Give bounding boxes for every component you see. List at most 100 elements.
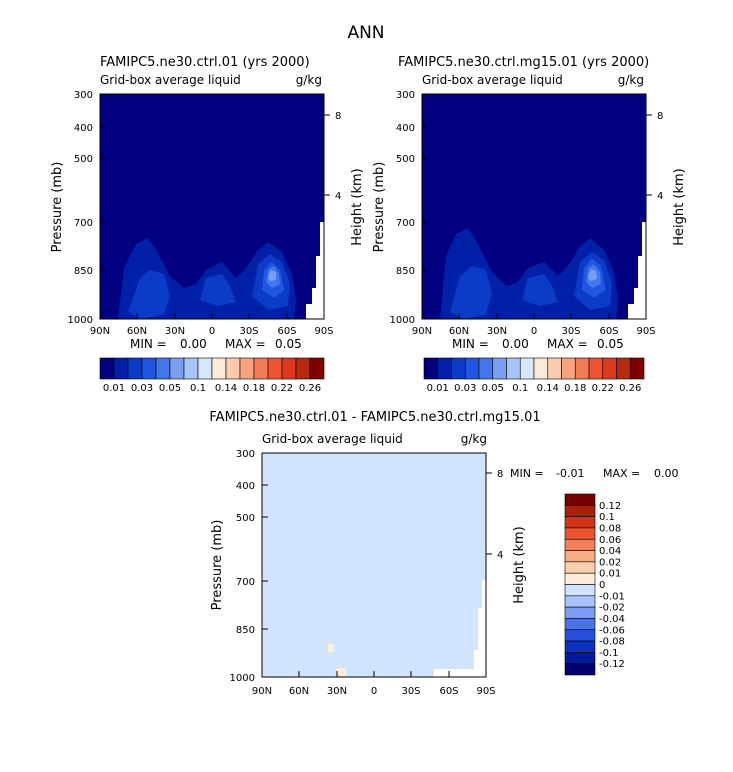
y-tick-label: 500 xyxy=(396,154,415,165)
colorbar: 0.120.10.080.060.040.020.010-0.01-0.02-0… xyxy=(564,493,625,676)
contour-level-2 xyxy=(200,274,236,306)
x-tick-label: 30S xyxy=(239,326,258,337)
colorbar-label: 0.08 xyxy=(599,523,621,534)
colorbar-label: 0.01 xyxy=(599,569,621,580)
max-value: 0.05 xyxy=(275,337,302,351)
x-ticks: 90N 60N 30N 0 30S 60S 90S xyxy=(252,671,496,697)
colorbar-label: 0.05 xyxy=(159,383,181,394)
min-label: MIN = xyxy=(452,337,489,351)
colorbar-label: -0.04 xyxy=(599,614,625,625)
colorbar-swatch xyxy=(564,606,596,619)
contour-field xyxy=(262,453,486,677)
right-ticks: 8 4 xyxy=(324,111,341,202)
min-value: -0.01 xyxy=(556,467,584,480)
x-tick-label: 0 xyxy=(371,686,377,697)
colorbar-swatch xyxy=(211,357,227,380)
max-label: MAX = xyxy=(225,337,266,351)
x-ticks: 90N 60N 30N 0 30S 60S 90S xyxy=(90,313,334,337)
panel-subtitle: Grid-box average liquid xyxy=(422,73,563,87)
contour-level-2 xyxy=(128,270,170,319)
colorbar-label: 0.22 xyxy=(271,383,293,394)
colorbar-swatch xyxy=(183,357,199,380)
colorbar-swatch xyxy=(423,357,439,380)
colorbar-label: -0.12 xyxy=(599,659,625,670)
panel-title: FAMIPC5.ne30.ctrl.01 - FAMIPC5.ne30.ctrl… xyxy=(209,410,540,425)
y-axis-label-right: Height (km) xyxy=(672,168,687,245)
y-tick-label: 1000 xyxy=(230,673,255,684)
right-tick-label: 8 xyxy=(497,469,503,480)
colorbar-swatch xyxy=(464,357,480,380)
colorbar-swatch xyxy=(506,357,521,380)
y-ticks: 300 400 500 700 850 1000 xyxy=(68,90,106,326)
positive-speck xyxy=(336,668,346,677)
x-tick-label: 90S xyxy=(314,326,333,337)
min-value: 0.00 xyxy=(180,337,207,351)
colorbar-label: 0.18 xyxy=(243,383,265,394)
missing-data-mask xyxy=(612,222,646,319)
max-value: 0.00 xyxy=(654,467,679,480)
colorbar-swatch xyxy=(155,357,171,380)
x-tick-label: 30N xyxy=(487,326,507,337)
panel-subtitle: Grid-box average liquid xyxy=(262,432,403,446)
contour-level-5 xyxy=(588,269,597,281)
y-tick-label: 400 xyxy=(74,123,93,134)
y-tick-label: 1000 xyxy=(68,315,93,326)
colorbar-swatch xyxy=(309,357,325,380)
x-tick-label: 90N xyxy=(252,686,272,697)
panel-units: g/kg xyxy=(296,73,322,87)
contour-field xyxy=(422,94,646,319)
contour-level-2 xyxy=(450,266,492,319)
y-ticks: 300 400 500 700 850 1000 xyxy=(230,449,268,684)
x-tick-label: 90N xyxy=(90,326,110,337)
colorbar-label: 0.18 xyxy=(564,383,586,394)
y-tick-label: 500 xyxy=(236,513,255,524)
x-tick-label: 0 xyxy=(209,326,215,337)
x-tick-label: 30N xyxy=(165,326,185,337)
colorbar-label: -0.02 xyxy=(599,603,625,614)
colorbar-label: 0.1 xyxy=(512,383,528,394)
colorbar: 0.01 0.03 0.05 0.1 0.14 0.18 0.22 0.26 xyxy=(423,357,645,394)
colorbar-swatch xyxy=(564,629,596,642)
colorbar-label: -0.01 xyxy=(599,591,625,602)
max-label: MAX = xyxy=(547,337,588,351)
panel-subtitle: Grid-box average liquid xyxy=(100,73,241,87)
y-axis-label: Pressure (mb) xyxy=(50,162,65,253)
missing-data-mask xyxy=(434,580,486,677)
x-tick-label: 30S xyxy=(561,326,580,337)
panel-units: g/kg xyxy=(618,73,644,87)
panel-difference: FAMIPC5.ne30.ctrl.01 - FAMIPC5.ne30.ctrl… xyxy=(209,410,678,697)
colorbar-swatch xyxy=(253,357,269,380)
y-axis-label-right: Height (km) xyxy=(512,526,527,603)
right-tick-label: 8 xyxy=(657,111,663,122)
colorbar-label: -0.06 xyxy=(599,625,625,636)
colorbar-label: -0.08 xyxy=(599,637,625,648)
colorbar-swatch xyxy=(295,357,311,380)
colorbar-label: -0.1 xyxy=(599,648,619,659)
y-tick-label: 400 xyxy=(396,123,415,134)
colorbar-swatch xyxy=(451,357,466,380)
colorbar-label: 0.12 xyxy=(599,501,621,512)
colorbar-swatch xyxy=(267,357,283,380)
colorbar-swatch xyxy=(197,357,213,380)
min-label: MIN = xyxy=(130,337,167,351)
max-value: 0.05 xyxy=(597,337,624,351)
panel-title: FAMIPC5.ne30.ctrl.mg15.01 (yrs 2000) xyxy=(398,55,649,70)
x-tick-label: 60S xyxy=(439,686,458,697)
colorbar-swatch xyxy=(564,561,596,574)
y-tick-label: 300 xyxy=(236,449,255,460)
colorbar-swatch xyxy=(574,357,590,380)
colorbar-swatch xyxy=(564,527,596,540)
min-label: MIN = xyxy=(510,467,544,480)
x-tick-label: 60S xyxy=(277,326,296,337)
y-ticks: 300 400 500 700 850 1000 xyxy=(390,90,428,326)
y-tick-label: 500 xyxy=(74,154,93,165)
colorbar-swatch xyxy=(616,357,631,380)
y-tick-label: 850 xyxy=(236,625,255,636)
colorbar-swatch xyxy=(239,357,255,380)
colorbar-label: 0.03 xyxy=(454,383,476,394)
colorbar-swatch xyxy=(564,618,596,631)
colorbar-swatch xyxy=(127,357,143,380)
colorbar-swatch xyxy=(99,357,115,380)
colorbar-swatch xyxy=(169,357,185,380)
colorbar-swatch xyxy=(564,516,596,529)
